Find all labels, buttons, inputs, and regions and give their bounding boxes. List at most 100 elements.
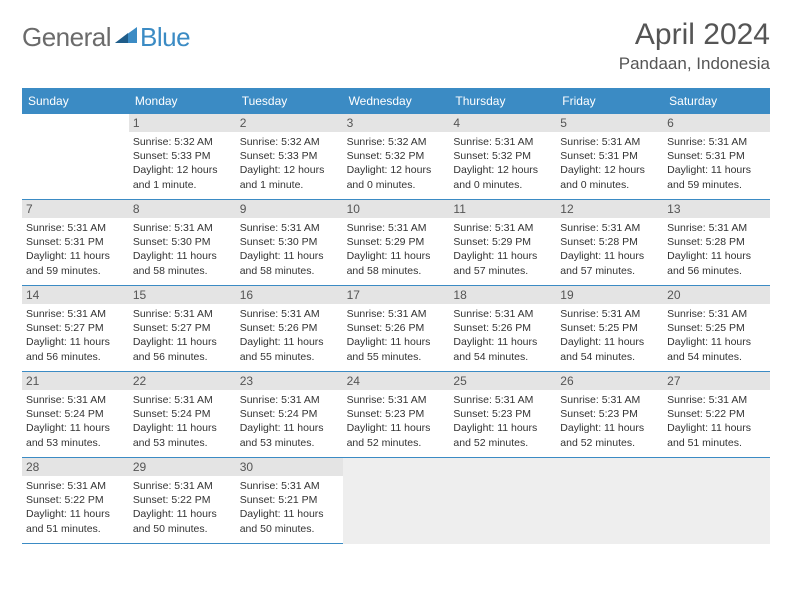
sunrise-text: Sunrise: 5:31 AM (26, 221, 125, 235)
day-body: Sunrise: 5:31 AMSunset: 5:22 PMDaylight:… (22, 476, 129, 543)
brand-text-general: General (22, 22, 111, 53)
day-body: Sunrise: 5:31 AMSunset: 5:24 PMDaylight:… (22, 390, 129, 457)
brand-triangle-icon (115, 26, 137, 49)
daylight-text: Daylight: 11 hours and 56 minutes. (667, 249, 766, 277)
calendar-cell: 15Sunrise: 5:31 AMSunset: 5:27 PMDayligh… (129, 286, 236, 372)
day-number: 13 (663, 200, 770, 218)
day-number: 1 (129, 114, 236, 132)
daylight-text: Daylight: 11 hours and 53 minutes. (133, 421, 232, 449)
sunset-text: Sunset: 5:26 PM (347, 321, 446, 335)
day-number: 19 (556, 286, 663, 304)
day-number: 15 (129, 286, 236, 304)
day-number: 16 (236, 286, 343, 304)
day-body: Sunrise: 5:31 AMSunset: 5:24 PMDaylight:… (129, 390, 236, 457)
daylight-text: Daylight: 12 hours and 0 minutes. (347, 163, 446, 191)
daylight-text: Daylight: 11 hours and 56 minutes. (26, 335, 125, 363)
sunset-text: Sunset: 5:23 PM (347, 407, 446, 421)
day-body: Sunrise: 5:31 AMSunset: 5:24 PMDaylight:… (236, 390, 343, 457)
sunrise-text: Sunrise: 5:31 AM (133, 221, 232, 235)
calendar-cell: 30Sunrise: 5:31 AMSunset: 5:21 PMDayligh… (236, 458, 343, 544)
day-number: 2 (236, 114, 343, 132)
title-block: April 2024 Pandaan, Indonesia (619, 18, 770, 74)
day-number: 14 (22, 286, 129, 304)
day-body: Sunrise: 5:31 AMSunset: 5:23 PMDaylight:… (343, 390, 450, 457)
calendar-cell: 18Sunrise: 5:31 AMSunset: 5:26 PMDayligh… (449, 286, 556, 372)
calendar-cell: 21Sunrise: 5:31 AMSunset: 5:24 PMDayligh… (22, 372, 129, 458)
day-body: Sunrise: 5:31 AMSunset: 5:22 PMDaylight:… (663, 390, 770, 457)
daylight-text: Daylight: 11 hours and 59 minutes. (26, 249, 125, 277)
sunset-text: Sunset: 5:22 PM (667, 407, 766, 421)
sunrise-text: Sunrise: 5:31 AM (133, 307, 232, 321)
sunrise-text: Sunrise: 5:31 AM (133, 393, 232, 407)
day-body: Sunrise: 5:31 AMSunset: 5:29 PMDaylight:… (449, 218, 556, 285)
day-body: Sunrise: 5:31 AMSunset: 5:21 PMDaylight:… (236, 476, 343, 543)
sunrise-text: Sunrise: 5:31 AM (240, 307, 339, 321)
calendar-cell: 8Sunrise: 5:31 AMSunset: 5:30 PMDaylight… (129, 200, 236, 286)
day-number: 10 (343, 200, 450, 218)
calendar-cell: 24Sunrise: 5:31 AMSunset: 5:23 PMDayligh… (343, 372, 450, 458)
sunrise-text: Sunrise: 5:31 AM (26, 479, 125, 493)
calendar-cell: 6Sunrise: 5:31 AMSunset: 5:31 PMDaylight… (663, 114, 770, 200)
sunset-text: Sunset: 5:23 PM (453, 407, 552, 421)
calendar-cell: 9Sunrise: 5:31 AMSunset: 5:30 PMDaylight… (236, 200, 343, 286)
sunrise-text: Sunrise: 5:31 AM (240, 479, 339, 493)
calendar-cell (449, 458, 556, 544)
sunset-text: Sunset: 5:32 PM (453, 149, 552, 163)
daylight-text: Daylight: 11 hours and 52 minutes. (453, 421, 552, 449)
calendar-cell: 10Sunrise: 5:31 AMSunset: 5:29 PMDayligh… (343, 200, 450, 286)
calendar-cell: 17Sunrise: 5:31 AMSunset: 5:26 PMDayligh… (343, 286, 450, 372)
sunset-text: Sunset: 5:27 PM (133, 321, 232, 335)
day-number: 3 (343, 114, 450, 132)
daylight-text: Daylight: 11 hours and 53 minutes. (240, 421, 339, 449)
sunset-text: Sunset: 5:26 PM (453, 321, 552, 335)
day-body: Sunrise: 5:31 AMSunset: 5:30 PMDaylight:… (236, 218, 343, 285)
sunrise-text: Sunrise: 5:31 AM (560, 135, 659, 149)
daylight-text: Daylight: 11 hours and 55 minutes. (240, 335, 339, 363)
calendar-cell: 2Sunrise: 5:32 AMSunset: 5:33 PMDaylight… (236, 114, 343, 200)
daylight-text: Daylight: 12 hours and 1 minute. (133, 163, 232, 191)
daylight-text: Daylight: 12 hours and 1 minute. (240, 163, 339, 191)
sunrise-text: Sunrise: 5:32 AM (240, 135, 339, 149)
brand-text-blue: Blue (140, 22, 190, 53)
sunrise-text: Sunrise: 5:31 AM (240, 221, 339, 235)
sunset-text: Sunset: 5:28 PM (560, 235, 659, 249)
sunset-text: Sunset: 5:30 PM (240, 235, 339, 249)
day-number: 4 (449, 114, 556, 132)
daylight-text: Daylight: 12 hours and 0 minutes. (453, 163, 552, 191)
sunset-text: Sunset: 5:22 PM (133, 493, 232, 507)
sunrise-text: Sunrise: 5:32 AM (347, 135, 446, 149)
day-number: 11 (449, 200, 556, 218)
sunrise-text: Sunrise: 5:31 AM (453, 135, 552, 149)
day-body: Sunrise: 5:31 AMSunset: 5:26 PMDaylight:… (449, 304, 556, 371)
sunset-text: Sunset: 5:24 PM (133, 407, 232, 421)
calendar-cell: 29Sunrise: 5:31 AMSunset: 5:22 PMDayligh… (129, 458, 236, 544)
day-number: 12 (556, 200, 663, 218)
sunrise-text: Sunrise: 5:31 AM (453, 307, 552, 321)
calendar-cell: 28Sunrise: 5:31 AMSunset: 5:22 PMDayligh… (22, 458, 129, 544)
daylight-text: Daylight: 11 hours and 55 minutes. (347, 335, 446, 363)
sunset-text: Sunset: 5:31 PM (560, 149, 659, 163)
sunrise-text: Sunrise: 5:31 AM (667, 307, 766, 321)
day-body: Sunrise: 5:31 AMSunset: 5:23 PMDaylight:… (556, 390, 663, 457)
daylight-text: Daylight: 11 hours and 54 minutes. (667, 335, 766, 363)
day-body: Sunrise: 5:31 AMSunset: 5:32 PMDaylight:… (449, 132, 556, 199)
sunset-text: Sunset: 5:33 PM (240, 149, 339, 163)
calendar-cell: 7Sunrise: 5:31 AMSunset: 5:31 PMDaylight… (22, 200, 129, 286)
day-body: Sunrise: 5:32 AMSunset: 5:33 PMDaylight:… (236, 132, 343, 199)
sunrise-text: Sunrise: 5:31 AM (347, 221, 446, 235)
daylight-text: Daylight: 11 hours and 52 minutes. (347, 421, 446, 449)
sunset-text: Sunset: 5:22 PM (26, 493, 125, 507)
day-number: 23 (236, 372, 343, 390)
calendar-cell: 26Sunrise: 5:31 AMSunset: 5:23 PMDayligh… (556, 372, 663, 458)
daylight-text: Daylight: 11 hours and 50 minutes. (133, 507, 232, 535)
calendar-cell: 11Sunrise: 5:31 AMSunset: 5:29 PMDayligh… (449, 200, 556, 286)
sunrise-text: Sunrise: 5:32 AM (133, 135, 232, 149)
daylight-text: Daylight: 12 hours and 0 minutes. (560, 163, 659, 191)
calendar-cell: 19Sunrise: 5:31 AMSunset: 5:25 PMDayligh… (556, 286, 663, 372)
daylight-text: Daylight: 11 hours and 51 minutes. (26, 507, 125, 535)
day-number: 20 (663, 286, 770, 304)
sunset-text: Sunset: 5:32 PM (347, 149, 446, 163)
day-number: 7 (22, 200, 129, 218)
calendar-cell: 12Sunrise: 5:31 AMSunset: 5:28 PMDayligh… (556, 200, 663, 286)
day-number: 6 (663, 114, 770, 132)
